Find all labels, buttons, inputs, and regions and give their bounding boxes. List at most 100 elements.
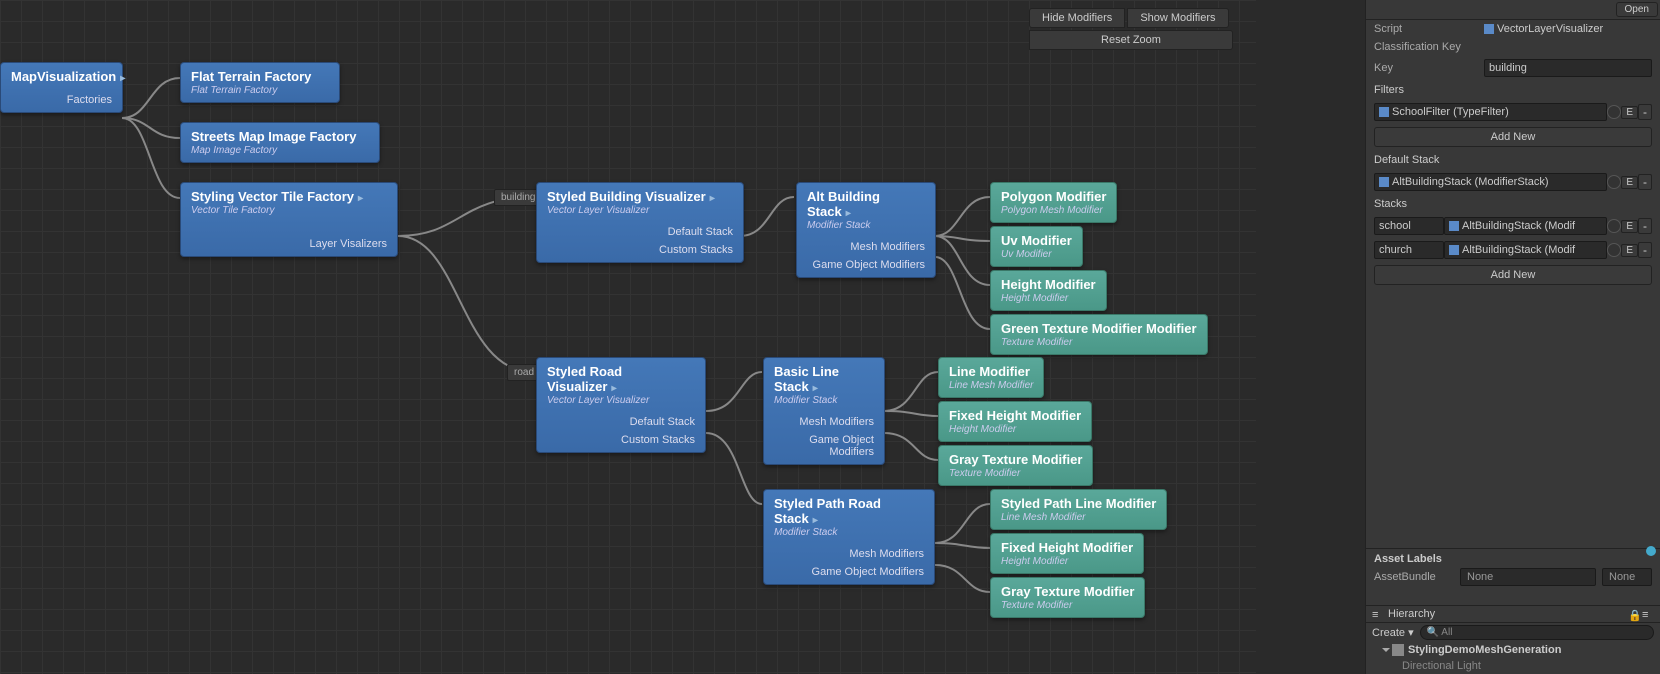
create-dropdown[interactable]: Create ▾: [1372, 626, 1414, 639]
hierarchy-scene-item[interactable]: StylingDemoMeshGeneration: [1366, 642, 1660, 658]
filter-field[interactable]: SchoolFilter (TypeFilter): [1374, 103, 1607, 121]
node-subtitle: Height Modifier: [1001, 293, 1096, 304]
node-path-line-modifier[interactable]: Styled Path Line Modifier Line Mesh Modi…: [990, 489, 1167, 530]
node-title: Uv Modifier: [1001, 233, 1072, 248]
port-mesh-modifiers[interactable]: Mesh Modifiers: [807, 241, 925, 253]
lock-icon[interactable]: 🔒: [1628, 609, 1638, 619]
filters-label: Filters: [1366, 80, 1660, 100]
chevron-right-icon: ▸: [358, 193, 363, 204]
asset-bundle-dropdown[interactable]: None: [1460, 568, 1596, 586]
stacks-label: Stacks: [1366, 194, 1660, 214]
node-gray-texture-modifier-2[interactable]: Gray Texture Modifier Texture Modifier: [990, 577, 1145, 618]
node-title: Styled Path Road Stack: [774, 496, 881, 526]
node-alt-building-stack[interactable]: Alt Building Stack▸ Modifier Stack Mesh …: [796, 182, 936, 278]
show-modifiers-button[interactable]: Show Modifiers: [1127, 8, 1228, 28]
label-icon[interactable]: [1646, 546, 1656, 556]
classification-key-label: Classification Key: [1374, 41, 1484, 53]
object-icon: [1449, 221, 1459, 231]
edit-button[interactable]: E: [1621, 244, 1638, 257]
stack-value-field[interactable]: AltBuildingStack (Modif: [1444, 241, 1607, 259]
edit-button[interactable]: E: [1621, 106, 1638, 119]
key-label: Key: [1374, 62, 1484, 74]
port-game-object-modifiers[interactable]: Game Object Modifiers: [807, 259, 925, 271]
node-fixed-height-modifier-1[interactable]: Fixed Height Modifier Height Modifier: [938, 401, 1092, 442]
node-title: Alt Building Stack: [807, 189, 880, 219]
remove-button[interactable]: -: [1638, 218, 1652, 234]
reset-zoom-button[interactable]: Reset Zoom: [1029, 30, 1233, 50]
hierarchy-tab[interactable]: Hierarchy: [1388, 608, 1435, 620]
remove-button[interactable]: -: [1638, 174, 1652, 190]
node-gray-texture-modifier-1[interactable]: Gray Texture Modifier Texture Modifier: [938, 445, 1093, 486]
port-mesh-modifiers[interactable]: Mesh Modifiers: [774, 416, 874, 428]
node-title: Green Texture Modifier Modifier: [1001, 321, 1197, 336]
node-line-modifier[interactable]: Line Modifier Line Mesh Modifier: [938, 357, 1044, 398]
key-input[interactable]: [1484, 59, 1652, 77]
node-uv-modifier[interactable]: Uv Modifier Uv Modifier: [990, 226, 1083, 267]
hierarchy-item[interactable]: Directional Light: [1366, 658, 1660, 674]
remove-button[interactable]: -: [1638, 104, 1652, 120]
node-basic-line-stack[interactable]: Basic Line Stack▸ Modifier Stack Mesh Mo…: [763, 357, 885, 465]
port-mesh-modifiers[interactable]: Mesh Modifiers: [774, 548, 924, 560]
node-title: Styled Building Visualizer: [547, 189, 706, 204]
port-default-stack[interactable]: Default Stack: [547, 226, 733, 238]
default-stack-field[interactable]: AltBuildingStack (ModifierStack): [1374, 173, 1607, 191]
port-custom-stacks[interactable]: Custom Stacks: [547, 434, 695, 446]
object-icon: [1449, 245, 1459, 255]
script-value: VectorLayerVisualizer: [1497, 23, 1603, 35]
node-map-image[interactable]: Streets Map Image Factory Map Image Fact…: [180, 122, 380, 163]
script-label: Script: [1374, 23, 1484, 35]
object-picker-button[interactable]: [1607, 219, 1621, 233]
node-height-modifier[interactable]: Height Modifier Height Modifier: [990, 270, 1107, 311]
node-green-texture-modifier[interactable]: Green Texture Modifier Modifier Texture …: [990, 314, 1208, 355]
asset-bundle-variant-dropdown[interactable]: None: [1602, 568, 1652, 586]
default-stack-label: Default Stack: [1366, 150, 1660, 170]
remove-button[interactable]: -: [1638, 242, 1652, 258]
node-vector-tile[interactable]: Styling Vector Tile Factory▸ Vector Tile…: [180, 182, 398, 257]
node-title: Fixed Height Modifier: [1001, 540, 1133, 555]
stack-value-field[interactable]: AltBuildingStack (Modif: [1444, 217, 1607, 235]
node-flat-terrain[interactable]: Flat Terrain Factory Flat Terrain Factor…: [180, 62, 340, 103]
panel-menu-icon[interactable]: ≡: [1642, 609, 1654, 619]
edit-button[interactable]: E: [1621, 176, 1638, 189]
object-picker-button[interactable]: [1607, 175, 1621, 189]
hierarchy-search[interactable]: 🔍 All: [1420, 625, 1654, 640]
node-building-visualizer[interactable]: Styled Building Visualizer▸ Vector Layer…: [536, 182, 744, 263]
node-subtitle: Flat Terrain Factory: [191, 85, 329, 96]
stack-value: AltBuildingStack (Modif: [1462, 244, 1575, 256]
hide-modifiers-button[interactable]: Hide Modifiers: [1029, 8, 1125, 28]
edit-button[interactable]: E: [1621, 220, 1638, 233]
port-game-object-modifiers[interactable]: Game Object Modifiers: [774, 434, 874, 458]
object-picker-button[interactable]: [1607, 105, 1621, 119]
node-polygon-modifier[interactable]: Polygon Modifier Polygon Mesh Modifier: [990, 182, 1117, 223]
node-subtitle: Map Image Factory: [191, 145, 369, 156]
stack-key-input[interactable]: [1374, 241, 1444, 259]
node-title: Basic Line Stack: [774, 364, 839, 394]
node-title: MapVisualization: [11, 69, 116, 84]
port-default-stack[interactable]: Default Stack: [547, 416, 695, 428]
chevron-right-icon: ▸: [120, 73, 125, 84]
open-button[interactable]: Open: [1616, 2, 1658, 17]
stack-key-input[interactable]: [1374, 217, 1444, 235]
menu-icon[interactable]: ≡: [1372, 609, 1384, 619]
expand-icon[interactable]: [1382, 648, 1390, 652]
scene-name: StylingDemoMeshGeneration: [1408, 644, 1561, 656]
node-title: Height Modifier: [1001, 277, 1096, 292]
object-icon: [1379, 107, 1389, 117]
script-field[interactable]: VectorLayerVisualizer: [1484, 23, 1652, 35]
object-picker-button[interactable]: [1607, 243, 1621, 257]
node-map-visualization[interactable]: MapVisualization ▸ Factories: [0, 62, 123, 113]
node-graph-canvas[interactable]: Hide Modifiers Show Modifiers Reset Zoom…: [0, 0, 1256, 674]
node-road-visualizer[interactable]: Styled Road Visualizer▸ Vector Layer Vis…: [536, 357, 706, 453]
chevron-right-icon: ▸: [846, 208, 851, 219]
node-fixed-height-modifier-2[interactable]: Fixed Height Modifier Height Modifier: [990, 533, 1144, 574]
node-subtitle: Modifier Stack: [807, 220, 925, 231]
port-factories[interactable]: Factories: [11, 94, 112, 106]
port-layer-visualizers[interactable]: Layer Visalizers: [191, 238, 387, 250]
node-subtitle: Height Modifier: [949, 424, 1081, 435]
add-new-filter-button[interactable]: Add New: [1374, 127, 1652, 147]
port-custom-stacks[interactable]: Custom Stacks: [547, 244, 733, 256]
asset-bundle-label: AssetBundle: [1374, 571, 1454, 583]
add-new-stack-button[interactable]: Add New: [1374, 265, 1652, 285]
node-path-road-stack[interactable]: Styled Path Road Stack▸ Modifier Stack M…: [763, 489, 935, 585]
port-game-object-modifiers[interactable]: Game Object Modifiers: [774, 566, 924, 578]
